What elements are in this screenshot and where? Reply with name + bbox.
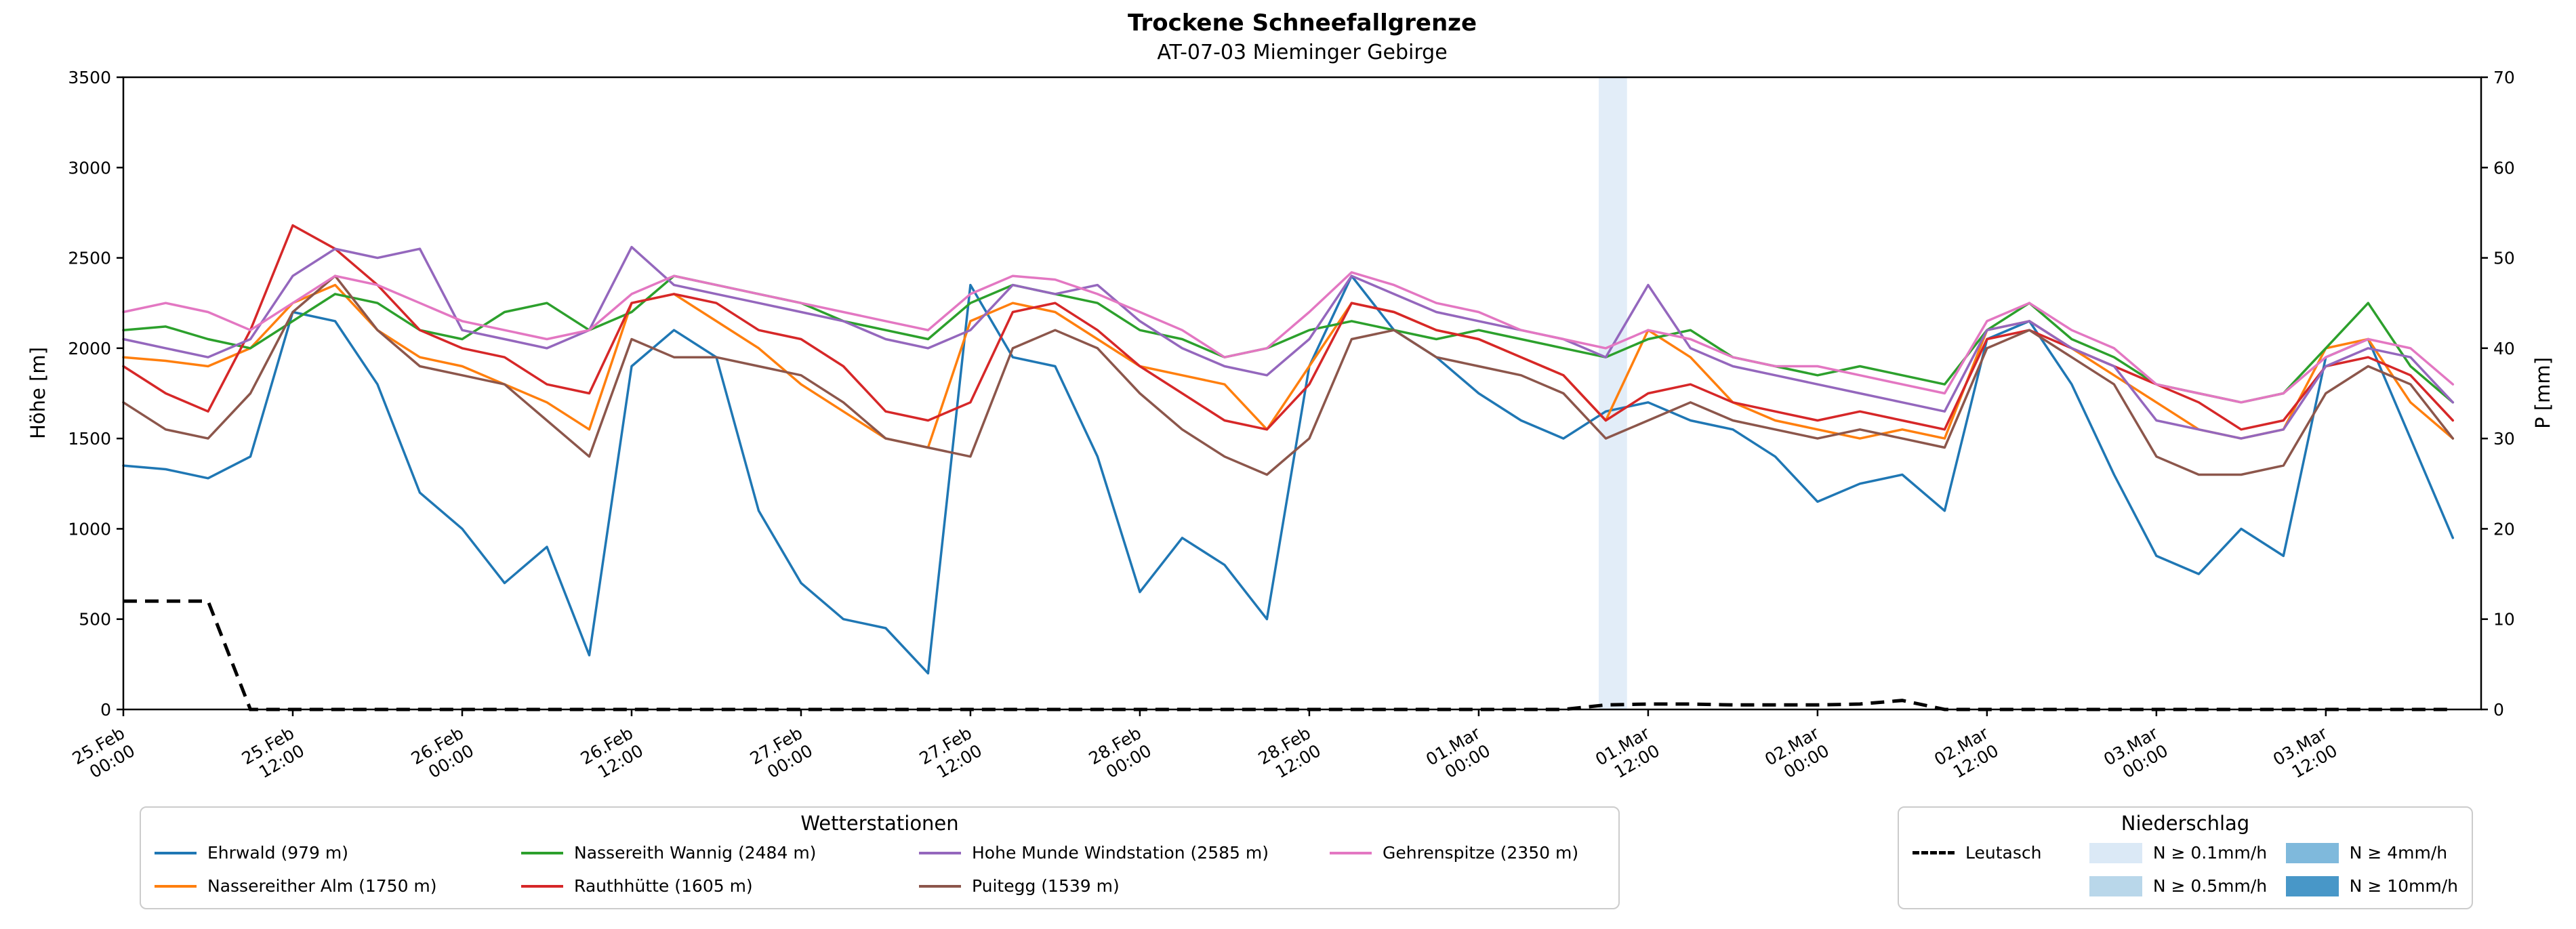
legend-wetterstationen: Wetterstationen Ehrwald (979 m) Nasserei… — [140, 806, 1620, 909]
legend-label-nassereither-alm: Nassereither Alm (1750 m) — [207, 876, 437, 896]
precip-10-patch — [2285, 875, 2339, 896]
x-tick-label: 25.Feb12:00 — [239, 723, 308, 786]
legend-wetterstationen-title: Wetterstationen — [800, 812, 959, 835]
series-line-gehrenspitze — [122, 271, 2455, 404]
y2-tick-label: 70 — [2493, 68, 2515, 87]
rauthhuette-line-swatch — [521, 884, 563, 888]
y-axis-label: Höhe [m] — [26, 347, 49, 439]
x-tick-label: 26.Feb00:00 — [408, 723, 477, 786]
legend-item-gehrenspitze: Gehrenspitze (2350 m) — [1330, 836, 1578, 869]
legend-label-precip-4: N ≥ 4mm/h — [2349, 843, 2448, 863]
plot-frame — [122, 76, 2482, 711]
hohe-munde-line-swatch — [919, 851, 961, 854]
x-tick-label: 28.Feb00:00 — [1086, 723, 1155, 786]
x-tick-label: 26.Feb12:00 — [577, 723, 647, 786]
chart-subtitle: AT-07-03 Mieminger Gebirge — [1157, 41, 1448, 64]
x-tick-label: 27.Feb12:00 — [916, 723, 985, 786]
puitegg-line-swatch — [919, 884, 961, 888]
gehrenspitze-line-swatch — [1330, 851, 1372, 854]
legend-label-puitegg: Puitegg (1539 m) — [972, 876, 1120, 896]
y2-tick-label: 40 — [2493, 339, 2515, 358]
x-tick-label: 27.Feb00:00 — [747, 723, 816, 786]
legend-item-precip-10: N ≥ 10mm/h — [2285, 869, 2458, 903]
legend-niederschlag: Niederschlag Leutasch N ≥ 0.1mm/h N ≥ 0.… — [1898, 806, 2473, 909]
y2-tick-label: 10 — [2493, 610, 2515, 629]
legend-niederschlag-title: Niederschlag — [2121, 812, 2250, 835]
y-tick-label: 3500 — [68, 68, 111, 87]
legend-label-rauthhuette: Rauthhütte (1605 m) — [574, 876, 753, 896]
y-tick-label: 3000 — [68, 158, 111, 178]
x-tick-label: 03.Mar00:00 — [2100, 723, 2171, 787]
legend-item-precip-4: N ≥ 4mm/h — [2285, 836, 2458, 869]
y2-tick-label: 0 — [2493, 700, 2504, 720]
y-tick-label: 2500 — [68, 249, 111, 268]
legend-item-precip-0.1: N ≥ 0.1mm/h — [2089, 836, 2286, 869]
legend-item-nassereith-wannig: Nassereith Wannig (2484 m) — [521, 836, 919, 869]
legend-item-rauthhuette: Rauthhütte (1605 m) — [521, 869, 919, 903]
y-tick-label: 1500 — [68, 429, 111, 449]
x-tick-label: 28.Feb12:00 — [1255, 723, 1324, 786]
legend-item-ehrwald: Ehrwald (979 m) — [155, 836, 521, 869]
legend-item-hohe-munde: Hohe Munde Windstation (2585 m) — [919, 836, 1330, 869]
x-tick-label: 25.Feb00:00 — [69, 723, 138, 786]
x-tick-label: 01.Mar00:00 — [1423, 723, 1494, 787]
series-line-hohe-munde-windstation — [122, 245, 2455, 440]
legend-label-precip-0.1: N ≥ 0.1mm/h — [2152, 843, 2268, 863]
series-line-ehrwald — [122, 274, 2455, 675]
y2-tick-label: 60 — [2493, 158, 2515, 178]
series-line-nassereither-alm — [122, 283, 2455, 449]
legend-label-gehrenspitze: Gehrenspitze (2350 m) — [1383, 843, 1579, 863]
y2-tick-label: 50 — [2493, 249, 2515, 268]
nassereither-alm-line-swatch — [155, 884, 197, 888]
y2-axis-label: P [mm] — [2531, 357, 2554, 429]
nassereith-wannig-line-swatch — [521, 851, 563, 854]
y2-tick-label: 30 — [2493, 429, 2515, 449]
legend-label-precip-0.5: N ≥ 0.5mm/h — [2152, 876, 2268, 896]
y-tick-label: 500 — [79, 610, 111, 629]
ehrwald-line-swatch — [155, 851, 197, 854]
legend-label-ehrwald: Ehrwald (979 m) — [207, 843, 348, 863]
y-tick-label: 1000 — [68, 519, 111, 539]
y-tick-label: 2000 — [68, 339, 111, 358]
legend-label-precip-10: N ≥ 10mm/h — [2349, 876, 2458, 896]
precip-4-patch — [2285, 842, 2339, 863]
series-line-puitegg — [122, 274, 2455, 476]
precip-0.1-patch — [2089, 842, 2142, 863]
legend-item-leutasch: Leutasch — [1913, 836, 2089, 869]
series-line-rauthhuette — [122, 224, 2455, 431]
x-tick-label: 02.Mar12:00 — [1931, 723, 2002, 787]
y-tick-label: 0 — [100, 700, 111, 720]
legend-label-hohe-munde: Hohe Munde Windstation (2585 m) — [972, 843, 1269, 863]
legend-label-nassereith-wannig: Nassereith Wannig (2484 m) — [574, 843, 817, 863]
legend-item-puitegg: Puitegg (1539 m) — [919, 869, 1330, 903]
legend-label-leutasch: Leutasch — [1965, 843, 2042, 863]
precip-band — [1599, 77, 1627, 709]
leutasch-line — [123, 599, 2453, 711]
x-tick-label: 01.Mar12:00 — [1592, 723, 1663, 787]
leutasch-dashed-swatch — [1913, 851, 1955, 854]
legend-item-nassereither-alm: Nassereither Alm (1750 m) — [155, 869, 521, 903]
legend-item-precip-0.5: N ≥ 0.5mm/h — [2089, 869, 2286, 903]
y2-tick-label: 20 — [2493, 519, 2515, 539]
x-tick-label: 02.Mar00:00 — [1761, 723, 1833, 787]
chart-title: Trockene Schneefallgrenze — [1127, 9, 1477, 37]
x-tick-label: 03.Mar12:00 — [2270, 723, 2341, 787]
series-line-nassereith-wannig — [122, 274, 2455, 404]
precip-0.5-patch — [2089, 875, 2142, 896]
